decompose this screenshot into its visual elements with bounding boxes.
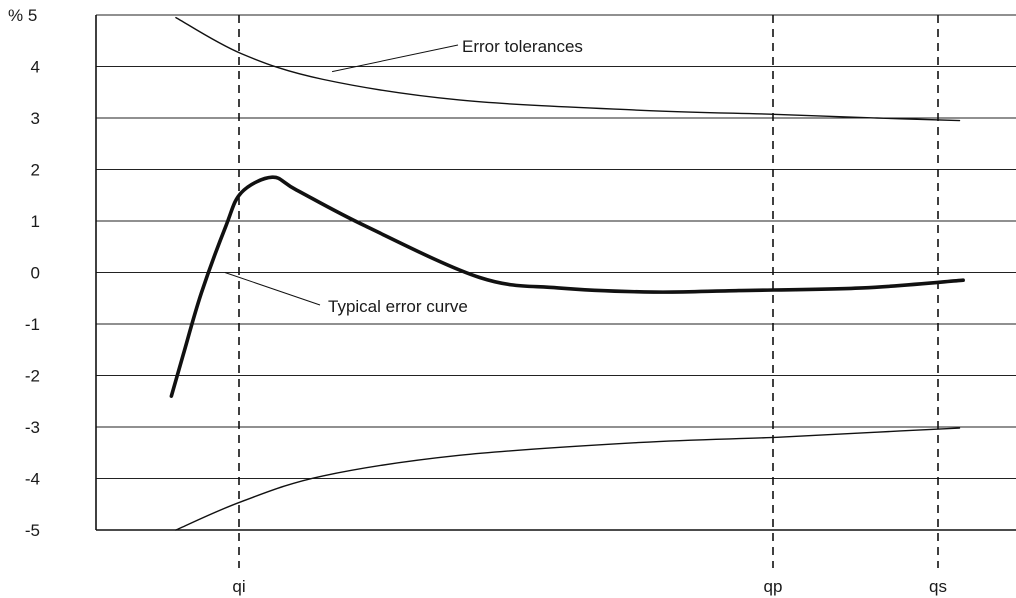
y-tick-label: -1 xyxy=(25,315,40,334)
y-tick-label: -2 xyxy=(25,367,40,386)
x-tick-label-qp: qp xyxy=(764,577,783,596)
x-tick-label-qs: qs xyxy=(929,577,947,596)
typical-error-curve xyxy=(169,175,965,398)
y-tick-label: 2 xyxy=(31,161,40,180)
series-layer xyxy=(169,16,965,531)
y-tick-label: -4 xyxy=(25,470,40,489)
x-tick-labels: qi qp qs xyxy=(232,577,947,596)
upper-tolerance-curve xyxy=(175,16,961,122)
y-tick-label: 0 xyxy=(31,264,40,283)
y-tick-label: 4 xyxy=(31,58,40,77)
y-tick-labels: % 5 4 3 2 1 0 -1 -2 -3 -4 -5 xyxy=(8,6,40,540)
y-tick-label: -5 xyxy=(25,521,40,540)
y-tick-label: -3 xyxy=(25,418,40,437)
error-tolerances-label: Error tolerances xyxy=(462,37,583,56)
typical-error-curve-label: Typical error curve xyxy=(328,297,468,316)
y-tick-label: 3 xyxy=(31,109,40,128)
horizontal-grid-lines xyxy=(96,14,1016,531)
y-tick-label: 1 xyxy=(31,212,40,231)
axes xyxy=(95,15,1016,531)
typical-error-curve-leader-line xyxy=(224,272,321,306)
annotations: Error tolerances Typical error curve xyxy=(224,37,583,316)
lower-tolerance-curve xyxy=(175,427,961,531)
y-tick-label: % 5 xyxy=(8,6,37,25)
x-tick-label-qi: qi xyxy=(232,577,245,596)
error-tolerances-leader-line xyxy=(331,44,459,73)
